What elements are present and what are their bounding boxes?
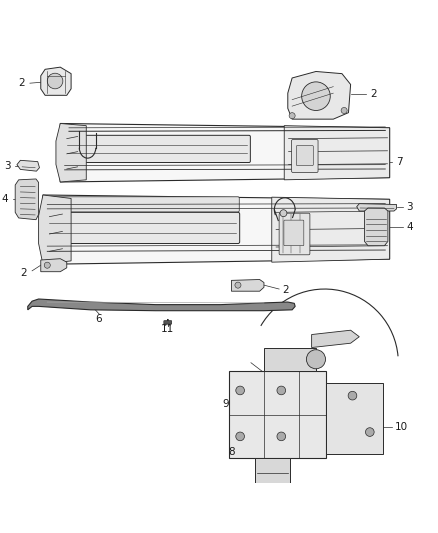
Polygon shape — [272, 197, 390, 262]
Text: 10: 10 — [395, 422, 408, 432]
Polygon shape — [43, 195, 390, 264]
Circle shape — [277, 386, 286, 395]
Polygon shape — [364, 208, 388, 246]
Circle shape — [341, 108, 347, 114]
Circle shape — [277, 432, 286, 441]
Text: 3: 3 — [406, 202, 413, 212]
Text: 11: 11 — [161, 325, 174, 334]
Text: 2: 2 — [283, 285, 289, 295]
FancyBboxPatch shape — [229, 372, 326, 458]
Polygon shape — [17, 160, 39, 171]
Text: 6: 6 — [95, 313, 102, 324]
Polygon shape — [39, 195, 71, 264]
FancyBboxPatch shape — [46, 212, 240, 244]
FancyBboxPatch shape — [164, 321, 172, 324]
Text: 8: 8 — [229, 447, 235, 457]
Circle shape — [44, 262, 50, 268]
Circle shape — [236, 386, 244, 395]
Circle shape — [280, 209, 287, 216]
Polygon shape — [28, 299, 295, 311]
FancyBboxPatch shape — [292, 140, 318, 173]
FancyBboxPatch shape — [46, 197, 239, 212]
Polygon shape — [231, 279, 264, 291]
Text: 2: 2 — [20, 268, 27, 278]
Polygon shape — [56, 124, 86, 182]
Text: 7: 7 — [396, 157, 403, 167]
FancyBboxPatch shape — [264, 348, 316, 372]
Text: 2: 2 — [18, 78, 25, 88]
FancyBboxPatch shape — [64, 135, 251, 163]
FancyBboxPatch shape — [255, 458, 290, 486]
Polygon shape — [60, 124, 390, 182]
FancyBboxPatch shape — [284, 220, 304, 246]
Circle shape — [365, 427, 374, 437]
Circle shape — [47, 73, 63, 89]
Polygon shape — [311, 330, 359, 348]
Polygon shape — [41, 67, 71, 95]
Text: 1: 1 — [158, 231, 164, 241]
Text: 2: 2 — [370, 90, 377, 100]
Circle shape — [236, 432, 244, 441]
Polygon shape — [284, 126, 390, 180]
FancyBboxPatch shape — [279, 213, 310, 255]
FancyBboxPatch shape — [297, 146, 313, 166]
Text: 5: 5 — [56, 136, 63, 146]
Circle shape — [235, 282, 241, 288]
Polygon shape — [288, 71, 351, 119]
Circle shape — [302, 82, 330, 110]
Text: 3: 3 — [4, 160, 11, 171]
Text: 9: 9 — [223, 399, 229, 409]
Polygon shape — [15, 179, 39, 220]
Circle shape — [289, 112, 295, 119]
Text: 4: 4 — [2, 195, 8, 204]
Text: 7: 7 — [325, 234, 331, 244]
Circle shape — [348, 391, 357, 400]
FancyBboxPatch shape — [326, 383, 383, 454]
Polygon shape — [357, 204, 396, 211]
Polygon shape — [41, 259, 67, 272]
Circle shape — [307, 350, 325, 369]
Text: 5: 5 — [307, 199, 314, 208]
Text: 4: 4 — [406, 222, 413, 232]
